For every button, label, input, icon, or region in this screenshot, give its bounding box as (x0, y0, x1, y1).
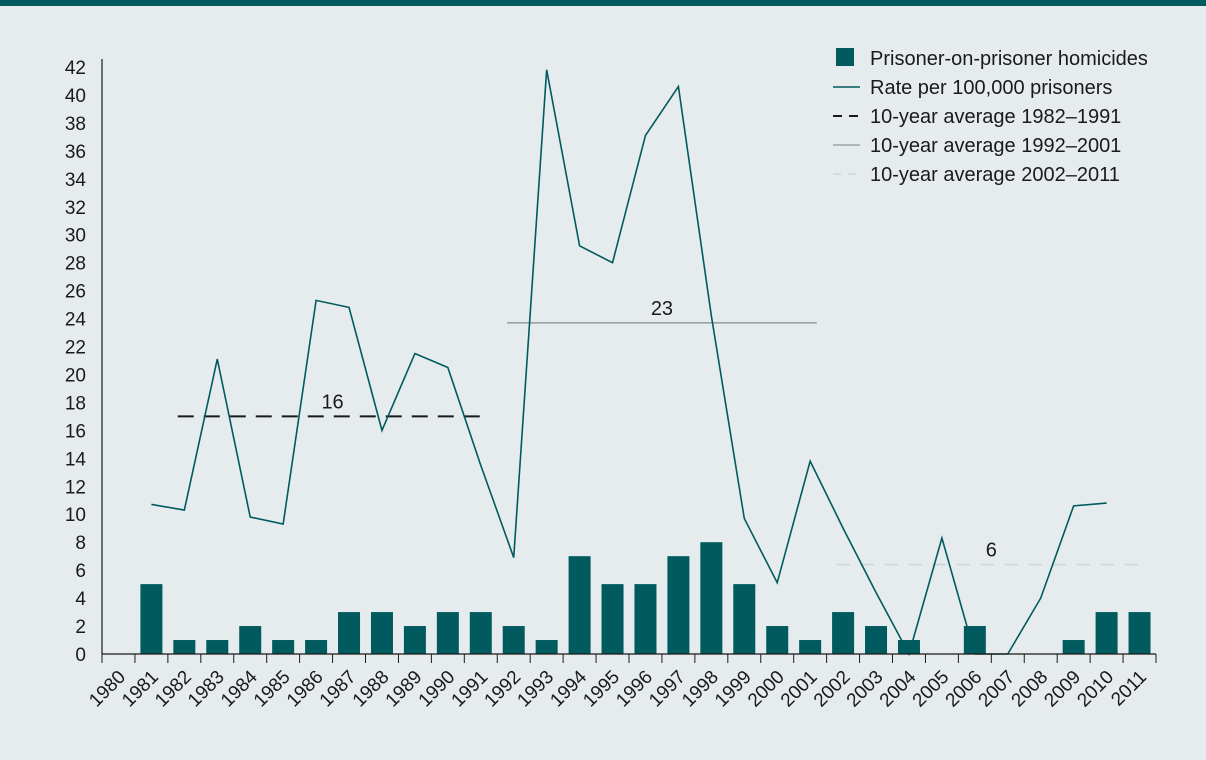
y-tick-label-16: 16 (65, 421, 86, 442)
bar-1996 (634, 584, 657, 654)
y-tick-label-32: 32 (65, 198, 86, 219)
bar-2011 (1128, 612, 1151, 654)
bar-1999 (733, 584, 756, 654)
rate-line-series (151, 69, 1107, 657)
x-tick-label-1985: 1985 (250, 667, 295, 712)
legend-label-2: Rate per 100,000 prisoners (870, 77, 1112, 99)
y-tick-label-36: 36 (65, 142, 86, 163)
x-tick-label-1996: 1996 (612, 667, 657, 712)
bar-2003 (865, 626, 888, 654)
bar-2010 (1095, 612, 1118, 654)
y-tick-label-34: 34 (65, 170, 87, 191)
average-label-1: 16 (321, 391, 343, 413)
y-tick-label-10: 10 (65, 505, 86, 526)
x-tick-label-2008: 2008 (1008, 667, 1053, 712)
average-label-3: 6 (986, 540, 997, 562)
y-tick-label-4: 4 (75, 589, 86, 610)
x-tick-label-2010: 2010 (1073, 667, 1118, 712)
y-tick-label-0: 0 (75, 645, 86, 666)
legend: Prisoner-on-prisoner homicides Rate per 1… (833, 48, 1148, 186)
x-tick-label-1997: 1997 (645, 667, 690, 712)
y-tick-label-38: 38 (65, 114, 86, 135)
x-tick-label-2006: 2006 (942, 667, 987, 712)
x-tick-label-1981: 1981 (118, 667, 163, 712)
y-tick-label-12: 12 (65, 477, 86, 498)
x-tick-label-1983: 1983 (184, 667, 229, 712)
y-tick-label-20: 20 (65, 365, 86, 386)
bar-1984 (239, 626, 262, 654)
bar-2009 (1062, 640, 1085, 654)
bar-1986 (305, 640, 328, 654)
bar-1983 (206, 640, 229, 654)
bar-1988 (370, 612, 393, 654)
x-tick-label-2000: 2000 (744, 667, 789, 712)
x-tick-label-1984: 1984 (217, 666, 262, 711)
x-tick-label-2007: 2007 (975, 667, 1020, 712)
x-tick-label-1993: 1993 (513, 667, 558, 712)
x-axis-ticks: 1980198119821983198419851986198719881989… (85, 654, 1157, 712)
y-tick-label-42: 42 (65, 58, 86, 79)
legend-label-1: Prisoner-on-prisoner homicides (870, 48, 1148, 70)
bar-1992 (502, 626, 525, 654)
bar-2006 (963, 626, 986, 654)
x-tick-label-1999: 1999 (711, 667, 756, 712)
x-tick-label-2009: 2009 (1040, 667, 1085, 712)
bar-1987 (338, 612, 361, 654)
x-tick-label-1982: 1982 (151, 667, 196, 712)
x-tick-label-2005: 2005 (909, 667, 954, 712)
y-tick-label-30: 30 (65, 226, 86, 247)
x-tick-label-2003: 2003 (843, 667, 888, 712)
x-tick-label-2004: 2004 (876, 666, 921, 711)
y-tick-label-8: 8 (75, 533, 86, 554)
average-lines: 16 23 6 (177, 298, 1147, 566)
y-tick-label-28: 28 (65, 254, 86, 275)
bar-2000 (766, 626, 789, 654)
y-tick-label-18: 18 (65, 393, 86, 414)
x-tick-label-1980: 1980 (85, 667, 130, 712)
x-tick-label-1988: 1988 (349, 667, 394, 712)
legend-label-4: 10-year average 1992–2001 (870, 135, 1121, 157)
bar-1994 (568, 556, 591, 654)
legend-label-3: 10-year average 1982–1991 (870, 106, 1121, 128)
x-tick-label-1994: 1994 (546, 666, 591, 711)
x-tick-label-1987: 1987 (316, 667, 361, 712)
x-tick-label-2001: 2001 (777, 667, 822, 712)
bar-2001 (799, 640, 822, 654)
average-label-2: 23 (651, 298, 673, 320)
bar-1997 (667, 556, 690, 654)
bar-2002 (832, 612, 855, 654)
bar-1981 (140, 584, 163, 654)
x-tick-label-1995: 1995 (579, 667, 624, 712)
bar-1982 (173, 640, 196, 654)
y-tick-label-26: 26 (65, 282, 86, 303)
x-tick-label-1989: 1989 (382, 667, 427, 712)
x-tick-label-1998: 1998 (678, 667, 723, 712)
y-tick-label-40: 40 (65, 86, 86, 107)
x-tick-label-1991: 1991 (448, 667, 493, 712)
x-tick-label-2011: 2011 (1107, 667, 1151, 711)
x-tick-label-1990: 1990 (415, 667, 460, 712)
bar-1993 (535, 640, 558, 654)
bar-1995 (601, 584, 624, 654)
x-tick-label-1992: 1992 (481, 667, 526, 712)
x-tick-label-1986: 1986 (283, 667, 328, 712)
rate-line (151, 69, 1107, 657)
x-tick-label-2002: 2002 (810, 667, 855, 712)
top-accent-bar (0, 0, 1206, 6)
legend-label-5: 10-year average 2002–2011 (870, 164, 1120, 186)
bar-series (140, 542, 1151, 654)
legend-swatch-homicides (836, 48, 854, 66)
bar-1998 (700, 542, 723, 654)
bar-1989 (403, 626, 426, 654)
y-tick-label-6: 6 (75, 561, 86, 582)
bar-1985 (272, 640, 295, 654)
y-tick-label-14: 14 (65, 449, 87, 470)
bar-1991 (469, 612, 492, 654)
y-tick-label-2: 2 (75, 617, 86, 638)
y-tick-label-22: 22 (65, 338, 86, 359)
bar-1990 (436, 612, 459, 654)
y-tick-label-24: 24 (65, 310, 87, 331)
